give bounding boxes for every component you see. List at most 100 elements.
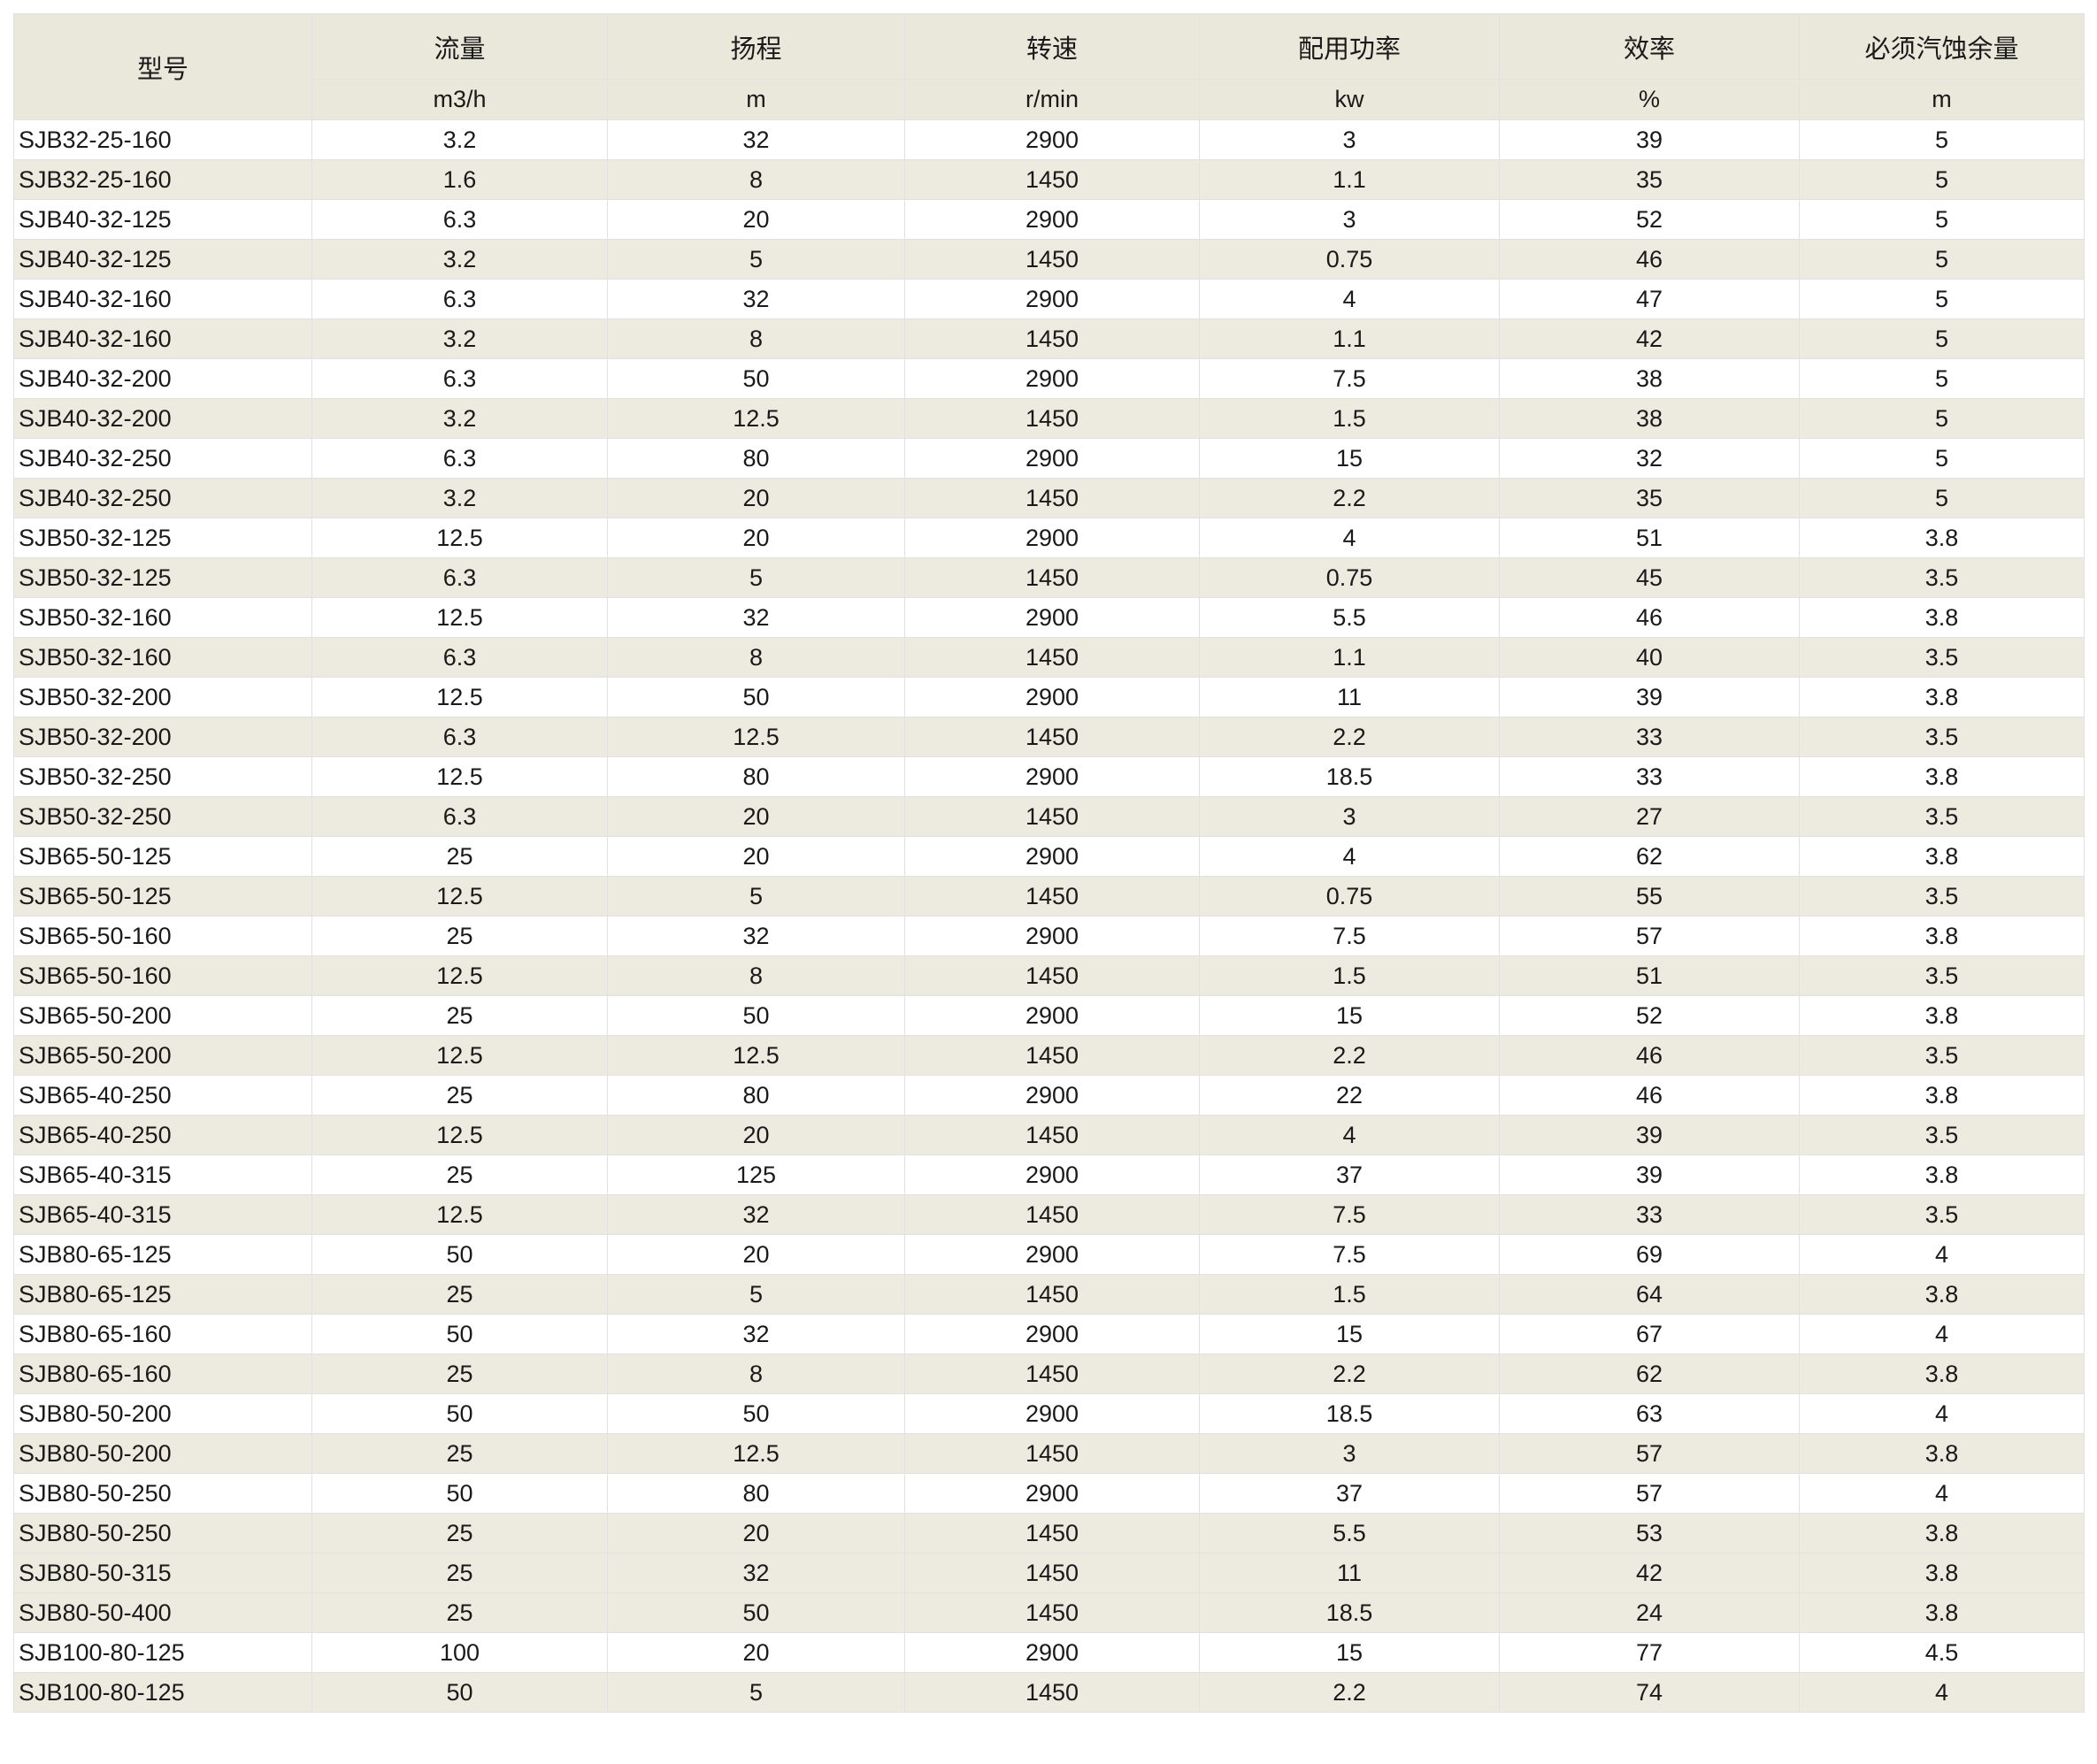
col-header-power: 配用功率 [1199,13,1500,80]
cell-efficiency: 46 [1499,1035,1800,1076]
cell-speed: 1450 [904,1553,1200,1593]
cell-power: 15 [1199,438,1500,479]
cell-npsh: 3.8 [1799,1433,2085,1474]
cell-efficiency: 51 [1499,955,1800,996]
cell-power: 2.2 [1199,1672,1500,1713]
table-row: SJB40-32-125 6.3 20 2900 3 52 5 [13,199,2085,240]
cell-power: 2.2 [1199,1035,1500,1076]
table-header: 型号 流量 扬程 转速 配用功率 效率 必须汽蚀余量 m3/h m r/min … [13,13,2085,120]
pump-spec-table: 型号 流量 扬程 转速 配用功率 效率 必须汽蚀余量 m3/h m r/min … [13,13,2085,1713]
cell-speed: 2900 [904,279,1200,319]
cell-power: 18.5 [1199,1393,1500,1434]
cell-npsh: 3.8 [1799,836,2085,877]
cell-speed: 1450 [904,159,1200,200]
cell-efficiency: 32 [1499,438,1800,479]
cell-flow: 3.2 [311,398,608,439]
cell-speed: 1450 [904,1592,1200,1633]
cell-model: SJB80-50-200 [13,1393,312,1434]
cell-speed: 2900 [904,1473,1200,1514]
cell-efficiency: 74 [1499,1672,1800,1713]
col-unit-head: m [607,79,905,120]
cell-model: SJB65-40-250 [13,1075,312,1116]
cell-head: 50 [607,677,905,717]
cell-model: SJB80-65-160 [13,1314,312,1354]
table-body: SJB32-25-160 3.2 32 2900 3 39 5 SJB32-25-160 1.6… [13,119,2085,1713]
cell-model: SJB50-32-200 [13,677,312,717]
cell-head: 20 [607,836,905,877]
cell-efficiency: 62 [1499,1354,1800,1394]
table-row: SJB40-32-200 6.3 50 2900 7.5 38 5 [13,358,2085,399]
cell-efficiency: 46 [1499,239,1800,280]
header-unit-row: m3/h m r/min kw % m [14,79,2085,120]
cell-flow: 25 [311,1433,608,1474]
cell-speed: 2900 [904,1393,1200,1434]
table-row: SJB80-65-125 50 20 2900 7.5 69 4 [13,1234,2085,1275]
cell-speed: 2900 [904,518,1200,558]
table-row: SJB65-40-315 12.5 32 1450 7.5 33 3.5 [13,1194,2085,1235]
cell-power: 2.2 [1199,478,1500,518]
table-row: SJB65-50-160 12.5 8 1450 1.5 51 3.5 [13,955,2085,996]
cell-speed: 1450 [904,955,1200,996]
cell-model: SJB32-25-160 [13,119,312,160]
cell-power: 7.5 [1199,1234,1500,1275]
cell-head: 8 [607,637,905,678]
cell-model: SJB80-50-200 [13,1433,312,1474]
cell-speed: 2900 [904,199,1200,240]
cell-flow: 25 [311,995,608,1036]
cell-model: SJB65-50-200 [13,1035,312,1076]
cell-npsh: 3.5 [1799,637,2085,678]
cell-head: 20 [607,796,905,837]
cell-speed: 1450 [904,1672,1200,1713]
cell-speed: 1450 [904,796,1200,837]
cell-efficiency: 57 [1499,916,1800,956]
cell-efficiency: 39 [1499,119,1800,160]
cell-speed: 2900 [904,677,1200,717]
cell-model: SJB80-50-315 [13,1553,312,1593]
cell-model: SJB65-50-160 [13,916,312,956]
table-row: SJB80-50-250 25 20 1450 5.5 53 3.8 [13,1513,2085,1553]
table-row: SJB40-32-250 6.3 80 2900 15 32 5 [13,438,2085,479]
cell-head: 5 [607,557,905,598]
cell-speed: 2900 [904,995,1200,1036]
cell-flow: 12.5 [311,1194,608,1235]
cell-speed: 1450 [904,318,1200,359]
cell-power: 15 [1199,995,1500,1036]
cell-power: 37 [1199,1473,1500,1514]
cell-efficiency: 53 [1499,1513,1800,1553]
cell-head: 80 [607,756,905,797]
cell-model: SJB65-50-160 [13,955,312,996]
cell-model: SJB80-65-160 [13,1354,312,1394]
cell-power: 1.5 [1199,1274,1500,1315]
cell-power: 11 [1199,677,1500,717]
cell-speed: 2900 [904,597,1200,638]
cell-speed: 2900 [904,1075,1200,1116]
table-row: SJB65-50-200 25 50 2900 15 52 3.8 [13,995,2085,1036]
cell-efficiency: 67 [1499,1314,1800,1354]
cell-model: SJB32-25-160 [13,159,312,200]
cell-power: 11 [1199,1553,1500,1593]
cell-model: SJB80-50-400 [13,1592,312,1633]
cell-efficiency: 33 [1499,756,1800,797]
cell-npsh: 3.8 [1799,916,2085,956]
table-row: SJB80-65-160 25 8 1450 2.2 62 3.8 [13,1354,2085,1394]
cell-model: SJB50-32-160 [13,637,312,678]
cell-flow: 1.6 [311,159,608,200]
table-row: SJB32-25-160 3.2 32 2900 3 39 5 [13,119,2085,160]
table-row: SJB40-32-200 3.2 12.5 1450 1.5 38 5 [13,398,2085,439]
cell-flow: 3.2 [311,318,608,359]
cell-speed: 1450 [904,1274,1200,1315]
col-header-head: 扬程 [607,13,905,80]
table-row: SJB50-32-250 12.5 80 2900 18.5 33 3.8 [13,756,2085,797]
cell-power: 15 [1199,1314,1500,1354]
cell-power: 4 [1199,518,1500,558]
cell-npsh: 5 [1799,358,2085,399]
cell-efficiency: 42 [1499,1553,1800,1593]
cell-head: 20 [607,1115,905,1155]
table-row: SJB50-32-125 6.3 5 1450 0.75 45 3.5 [13,557,2085,598]
cell-speed: 2900 [904,1314,1200,1354]
cell-efficiency: 63 [1499,1393,1800,1434]
col-header-model: 型号 [13,13,312,120]
cell-head: 32 [607,1314,905,1354]
cell-model: SJB65-50-125 [13,876,312,917]
cell-speed: 2900 [904,916,1200,956]
